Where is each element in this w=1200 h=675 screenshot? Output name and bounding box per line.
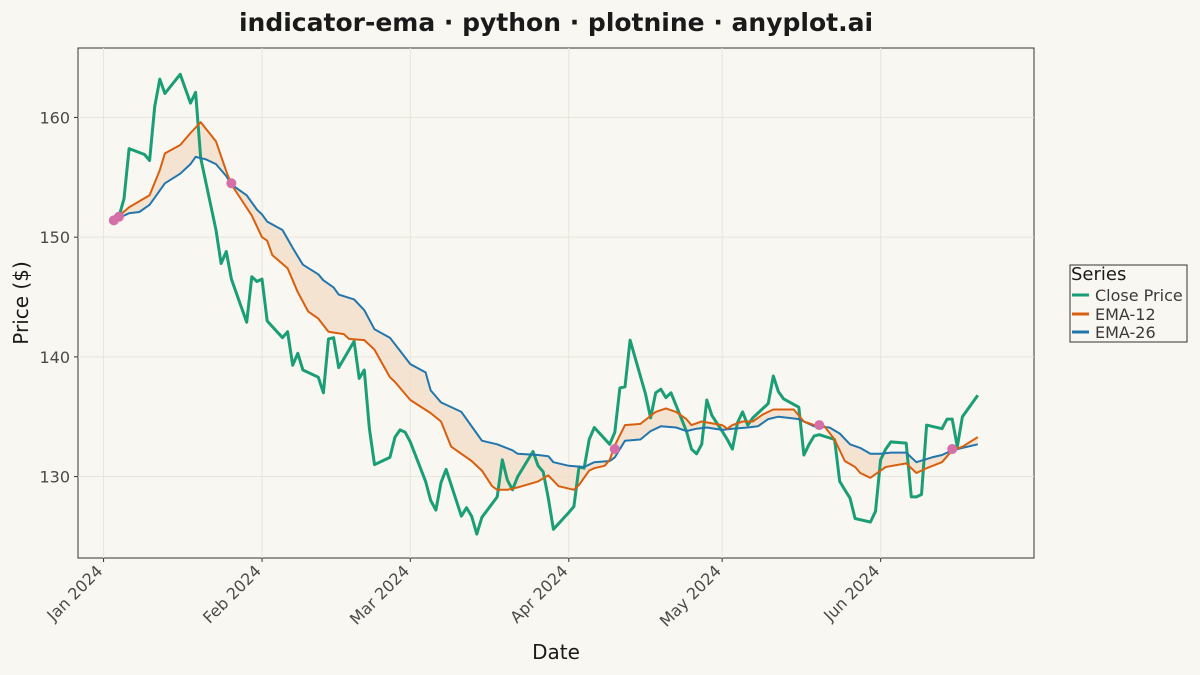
crossover-point — [814, 420, 825, 431]
crossover-point — [113, 211, 124, 222]
ema-26-line — [113, 155, 979, 468]
y-tick-label: 150 — [39, 228, 70, 247]
series-lines — [112, 72, 980, 536]
crossover-point — [609, 444, 620, 455]
legend-label-ema26: EMA-26 — [1095, 323, 1156, 342]
legend-title: Series — [1071, 264, 1126, 285]
y-tick-label: 130 — [39, 468, 70, 487]
y-axis-ticks: 130 140 150 160 — [39, 108, 78, 487]
y-axis-title: Price ($) — [9, 261, 33, 344]
ema-12-line — [113, 121, 979, 491]
legend-label-close: Close Price — [1095, 286, 1183, 305]
close-price-line — [112, 72, 980, 536]
y-tick-label: 160 — [39, 108, 70, 127]
legend-box — [1069, 264, 1188, 343]
grid-lines — [78, 48, 1034, 558]
legend-label-ema12: EMA-12 — [1095, 305, 1156, 324]
crossover-point — [226, 178, 237, 189]
legend: Series Close Price EMA-12 EMA-26 — [1069, 264, 1188, 343]
chart-title: indicator-ema · python · plotnine · anyp… — [239, 8, 873, 37]
crossover-point — [947, 444, 958, 455]
y-tick-label: 140 — [39, 348, 70, 367]
crossover-points — [108, 178, 958, 455]
x-axis-title: Date — [532, 640, 580, 664]
